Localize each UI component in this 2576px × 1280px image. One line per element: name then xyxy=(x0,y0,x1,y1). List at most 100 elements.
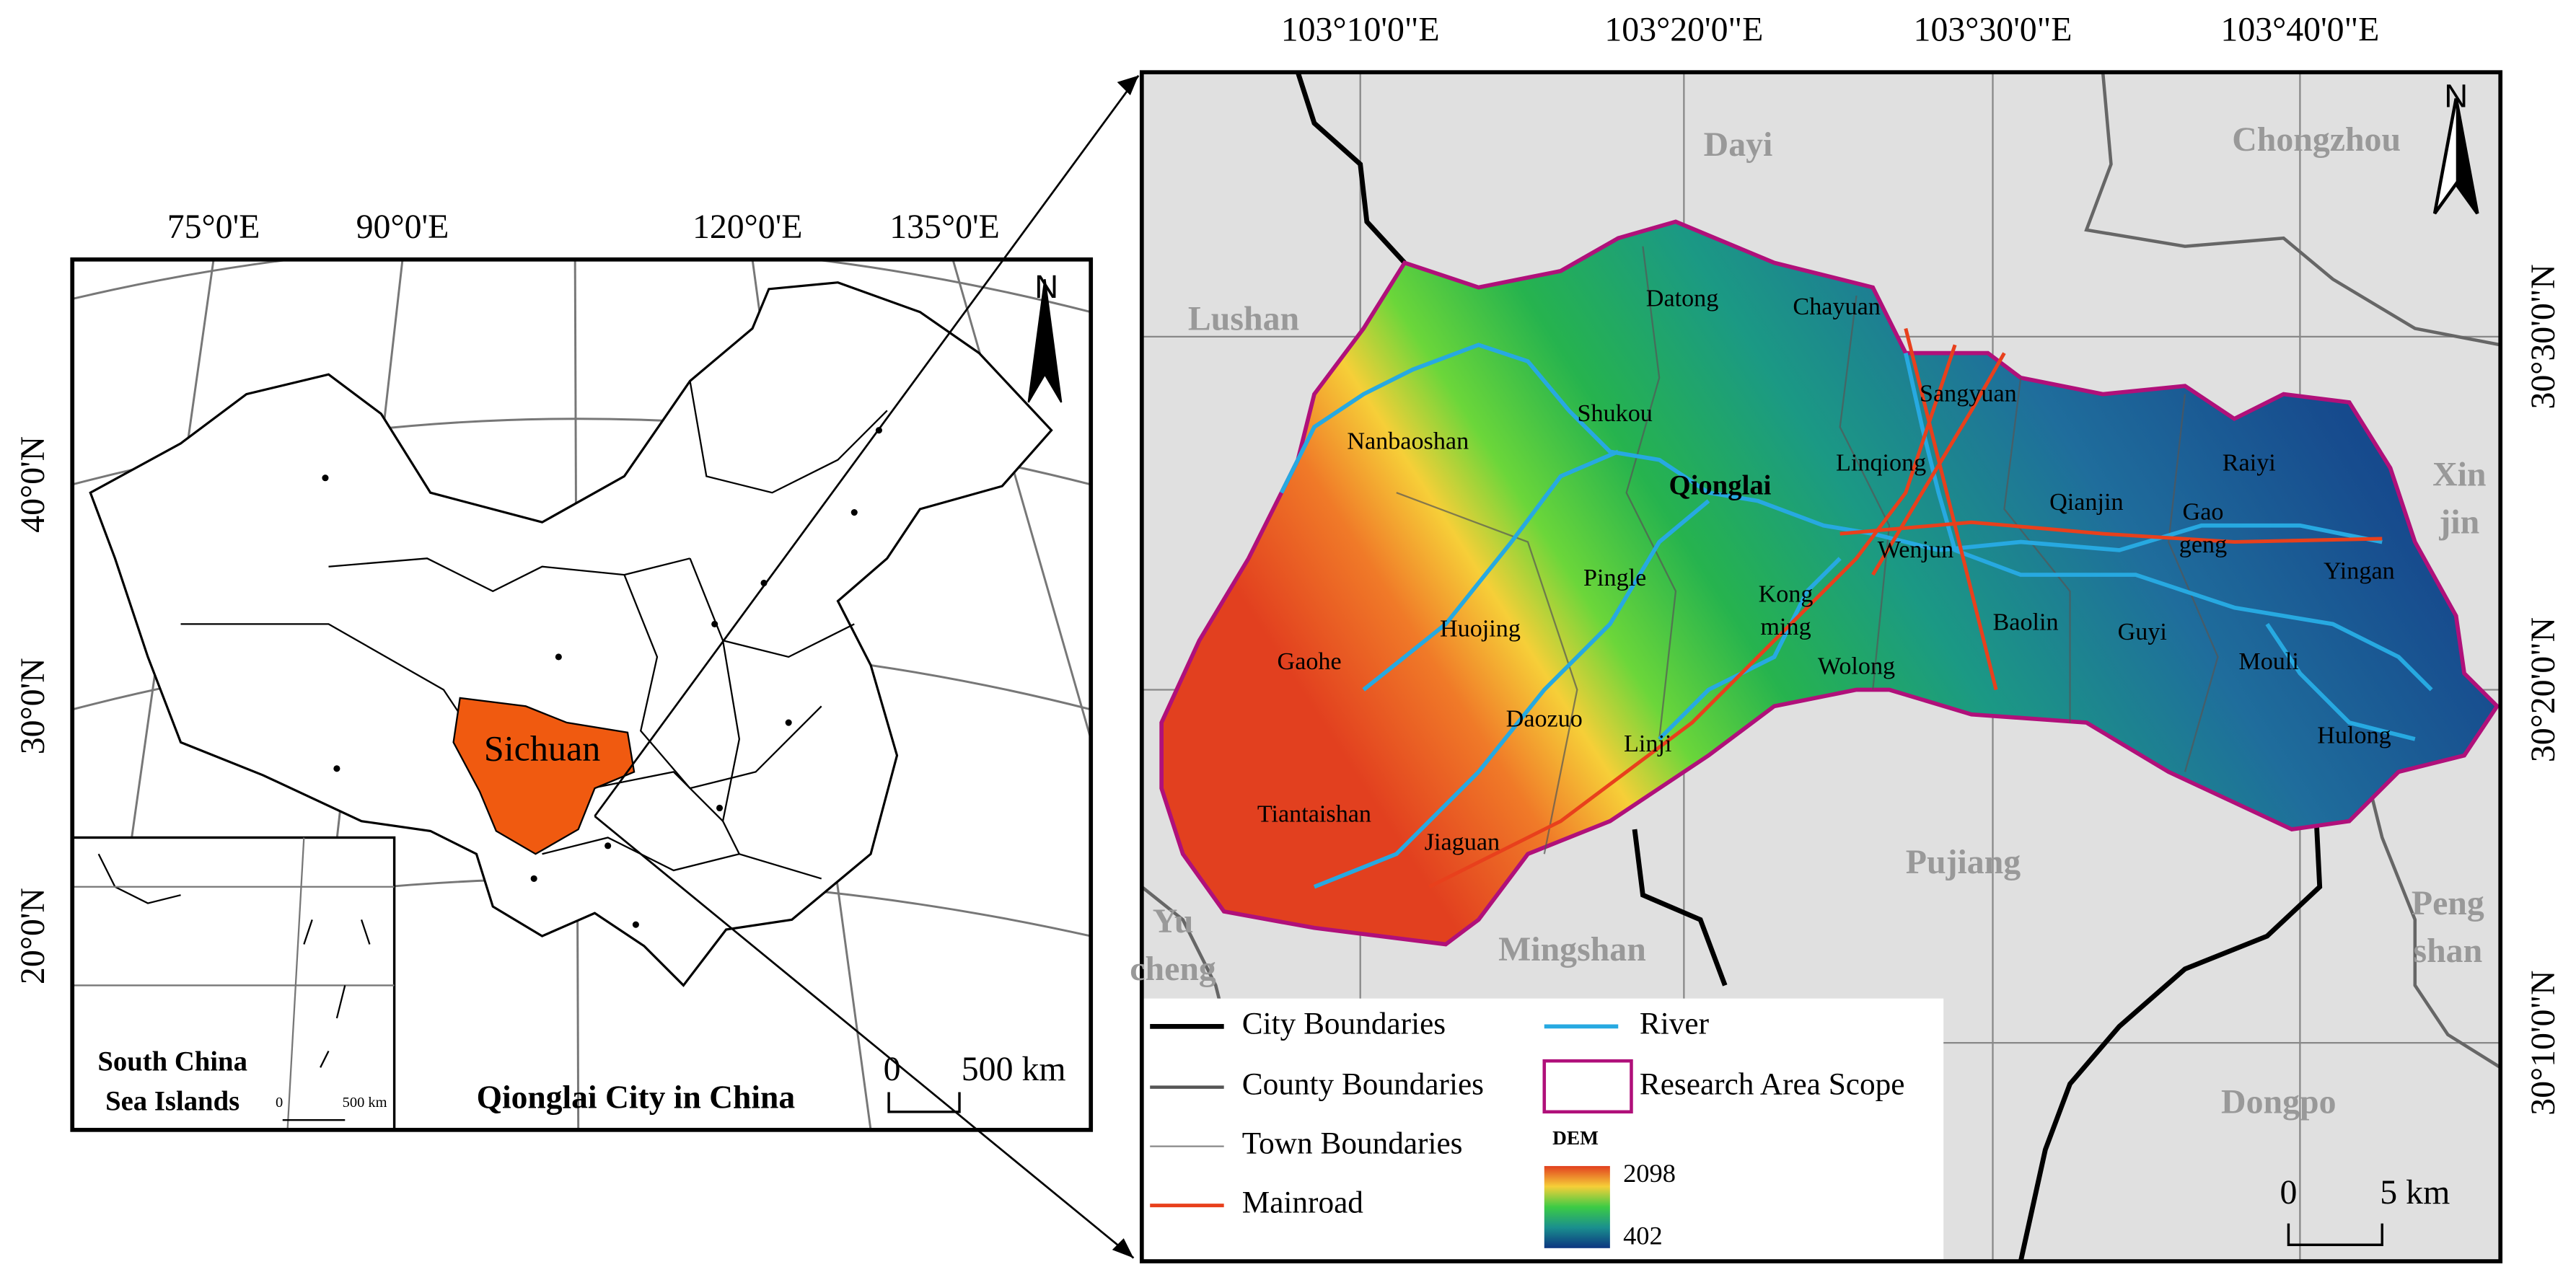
right-content xyxy=(1141,72,2501,1262)
right-north-label: N xyxy=(2444,78,2468,115)
left-scale-zero: 0 xyxy=(884,1050,901,1088)
river xyxy=(1658,557,1842,741)
connector-line xyxy=(594,74,1140,817)
county-line xyxy=(2364,771,2501,1069)
inset-label: Sea Islands xyxy=(105,1086,239,1116)
dot xyxy=(322,475,329,482)
inset-coast xyxy=(97,853,181,904)
right-scale-bar xyxy=(2287,1223,2383,1246)
dot xyxy=(711,620,718,627)
left-north-label: N xyxy=(1034,268,1058,305)
province-line xyxy=(542,837,822,880)
legend-label: County Boundaries xyxy=(1242,1067,1484,1102)
mainroad xyxy=(1904,327,1998,691)
inset-dash xyxy=(303,919,371,1068)
china-outline xyxy=(89,281,1053,987)
legend-label: Research Area Scope xyxy=(1640,1067,1905,1102)
dot xyxy=(785,719,792,726)
left-lon-label: 120°0'E xyxy=(693,208,803,246)
city-line xyxy=(1295,72,1407,265)
legend-label: Mainroad xyxy=(1242,1186,1364,1220)
neighbor-label: Pujiang xyxy=(1906,843,2021,881)
right-lon-label: 103°10'0"E xyxy=(1281,11,1440,49)
town-label: Mouli xyxy=(2238,648,2299,675)
neighbor-label: Lushan xyxy=(1188,299,1299,337)
left-lon-label: 75°0'E xyxy=(167,208,260,246)
town-label: Wolong xyxy=(1818,653,1895,680)
rivers xyxy=(1279,343,2433,889)
river xyxy=(2265,622,2416,741)
inset-scale-zero: 0 xyxy=(276,1095,283,1111)
town-label: Chayuan xyxy=(1793,293,1880,320)
dot xyxy=(605,842,612,849)
right-frame xyxy=(1139,70,2503,1263)
province-line xyxy=(689,557,855,658)
left-map xyxy=(70,257,1094,1132)
inset-label: South China xyxy=(97,1047,247,1077)
town-label: Wenjun xyxy=(1878,537,1953,563)
town-line xyxy=(2168,394,2219,772)
right-lon-label: 103°30'0"E xyxy=(1914,11,2072,49)
dem-min: 402 xyxy=(1623,1222,1663,1250)
town-label: Qianjin xyxy=(2049,489,2123,516)
left-lat-label: 30°0'N xyxy=(14,658,52,754)
dem-title: DEM xyxy=(1552,1127,1599,1149)
right-lat-label: 30°10'0"N xyxy=(2524,970,2562,1115)
county-line xyxy=(2084,72,2501,347)
right-lon-label: 103°40'0"E xyxy=(2220,11,2379,49)
left-lon-label: 135°0'E xyxy=(889,208,1000,246)
parallel xyxy=(72,259,1091,314)
town-label: Kong xyxy=(1759,581,1814,608)
inset-islands xyxy=(72,837,395,1130)
legend-box xyxy=(1141,998,1944,1262)
province-lines xyxy=(180,381,888,880)
inset-scale-unit: 500 km xyxy=(343,1095,387,1111)
legend-label: River xyxy=(1640,1006,1710,1041)
mainroad xyxy=(1428,344,1957,889)
right-lon-label: 103°20'0"E xyxy=(1604,11,1763,49)
dot xyxy=(530,875,537,882)
neighbor-label: jin xyxy=(2438,503,2479,542)
town-label: Yingan xyxy=(2324,558,2395,585)
town-line xyxy=(1625,246,1677,739)
dem-ramp xyxy=(1544,1165,1610,1248)
mainroads xyxy=(1428,327,2383,889)
dot xyxy=(333,765,340,772)
neighbor-label: shan xyxy=(2413,932,2482,970)
city-line xyxy=(2018,821,2323,1262)
left-lat-label: 40°0'N xyxy=(14,436,52,533)
city-label: Qionglai xyxy=(1669,470,1771,500)
right-scale-zero: 0 xyxy=(2280,1173,2297,1211)
town-boundaries xyxy=(1396,246,2219,855)
left-frame xyxy=(70,257,1094,1132)
river xyxy=(1904,353,2433,692)
town-label: Nanbaoshan xyxy=(1347,428,1469,455)
town-label: Gao xyxy=(2183,499,2224,526)
mainroad xyxy=(1839,520,2383,544)
right-map xyxy=(1139,70,2503,1263)
town-line xyxy=(2003,377,2071,723)
town-line xyxy=(1396,492,1578,855)
dem-max: 2098 xyxy=(1623,1159,1676,1188)
province-line xyxy=(623,574,822,790)
legend-label: City Boundaries xyxy=(1242,1006,1446,1041)
neighbor-label: Yu xyxy=(1153,902,1194,940)
town-label: ming xyxy=(1760,614,1811,640)
left-lat-label: 20°0'N xyxy=(14,888,52,984)
dot xyxy=(555,653,562,661)
connector-arrowheads xyxy=(1112,75,1139,1258)
province-line xyxy=(721,640,741,855)
dot xyxy=(632,921,639,928)
neighbor-label: Xin xyxy=(2432,456,2486,494)
town-label: Shukou xyxy=(1578,400,1653,427)
sichuan xyxy=(452,697,636,855)
dot xyxy=(716,804,724,812)
right-north-arrow-half xyxy=(2456,98,2478,214)
town-label: Guyi xyxy=(2118,619,2167,645)
dot xyxy=(850,508,858,516)
province-line xyxy=(328,557,690,593)
neighbor-label: cheng xyxy=(1130,950,1216,988)
river xyxy=(1362,449,1619,692)
right-lat-label: 30°30'0"N xyxy=(2524,264,2562,409)
